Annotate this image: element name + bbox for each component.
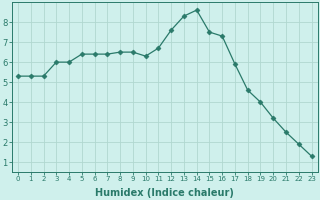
X-axis label: Humidex (Indice chaleur): Humidex (Indice chaleur) bbox=[95, 188, 234, 198]
